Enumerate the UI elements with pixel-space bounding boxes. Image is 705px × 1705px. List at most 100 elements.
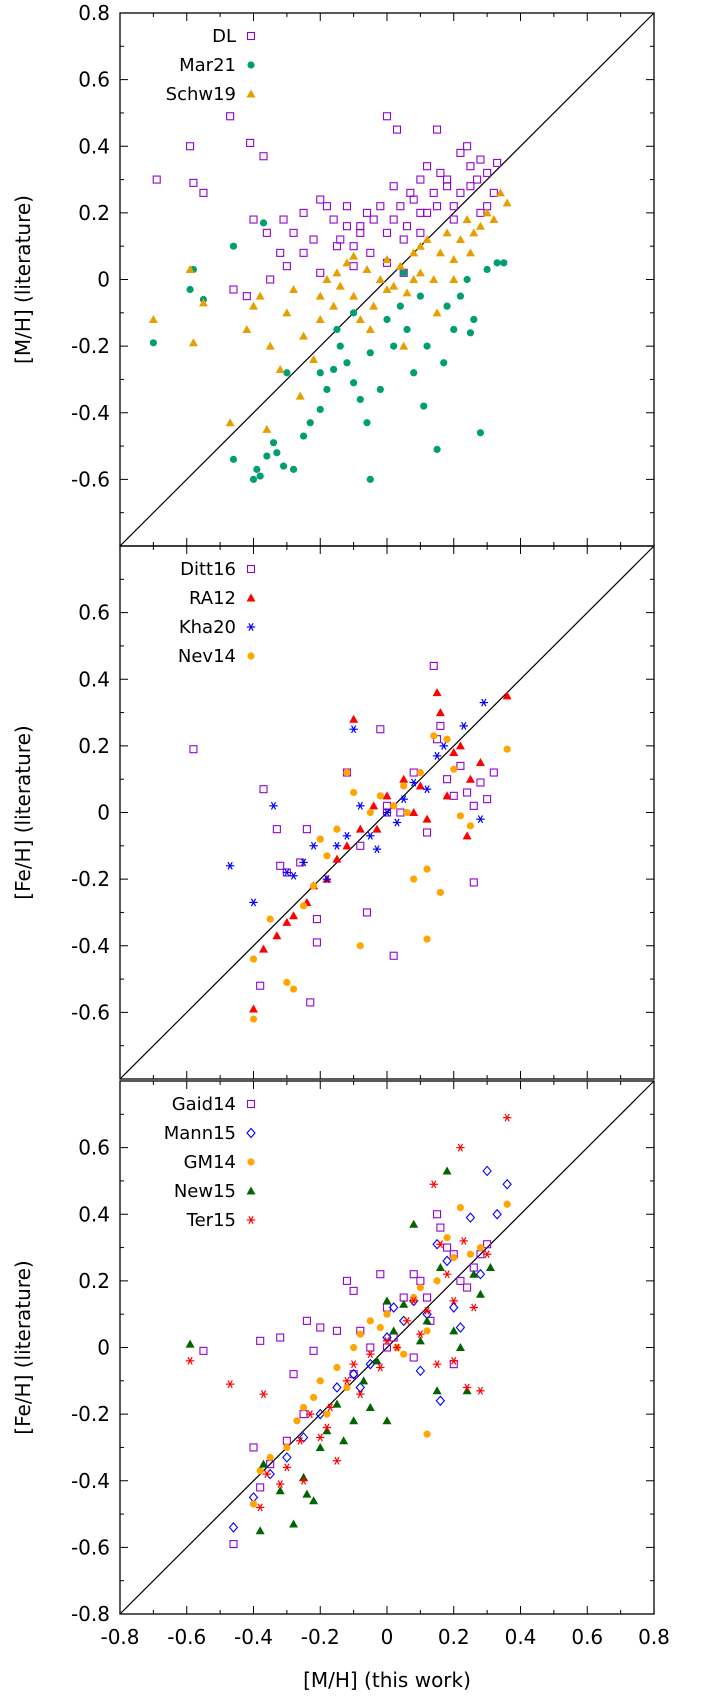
data-point xyxy=(495,188,505,197)
y-tick-label: 0 xyxy=(97,801,110,825)
data-point xyxy=(356,1330,364,1338)
data-point xyxy=(282,868,292,877)
legend-marker xyxy=(246,1127,256,1139)
identity-line xyxy=(119,1080,655,1615)
data-point xyxy=(463,142,472,151)
data-point xyxy=(429,275,439,283)
data-point xyxy=(399,774,409,783)
data-point xyxy=(349,714,359,723)
data-point xyxy=(466,329,475,337)
data-point xyxy=(316,1323,325,1332)
data-point xyxy=(476,1386,485,1395)
y-tick-label: 0.2 xyxy=(78,1269,110,1293)
data-point xyxy=(502,1113,512,1122)
data-point xyxy=(376,1270,385,1279)
series-gm14 xyxy=(249,1200,511,1508)
data-point xyxy=(466,162,475,171)
data-point xyxy=(409,768,418,777)
data-point xyxy=(423,935,431,943)
data-point xyxy=(443,182,452,191)
data-point xyxy=(392,818,402,827)
data-point xyxy=(436,721,445,730)
data-point xyxy=(366,808,374,817)
data-point xyxy=(476,1243,485,1252)
data-point xyxy=(476,155,485,164)
data-point xyxy=(463,788,472,797)
data-point xyxy=(436,888,444,897)
legend-label: Schw19 xyxy=(166,84,236,105)
data-point xyxy=(296,1436,305,1445)
y-tick-label: -0.6 xyxy=(71,1000,110,1024)
data-point xyxy=(493,158,502,167)
data-point xyxy=(388,1302,399,1313)
data-point xyxy=(336,342,344,350)
data-point xyxy=(493,259,501,267)
data-point xyxy=(152,175,161,184)
data-point xyxy=(432,1386,442,1395)
y-tick-label: 0 xyxy=(97,1336,110,1360)
data-point xyxy=(372,824,382,833)
legend-label: Mar21 xyxy=(179,55,236,76)
axis-ticks xyxy=(119,1080,655,1615)
data-point xyxy=(456,188,465,197)
data-point xyxy=(442,791,452,800)
data-point xyxy=(416,1276,425,1285)
data-point xyxy=(349,251,359,260)
data-point xyxy=(476,429,485,437)
data-point xyxy=(249,1443,258,1452)
y-tick-label: 0.4 xyxy=(78,667,110,691)
data-point xyxy=(372,1356,382,1365)
data-point xyxy=(449,1296,458,1305)
data-point xyxy=(356,801,365,810)
data-point xyxy=(275,1486,285,1495)
legend-marker xyxy=(246,31,256,41)
identity-line xyxy=(119,12,655,547)
data-point xyxy=(399,1299,409,1308)
data-point xyxy=(409,1219,419,1228)
legend: Ditt16 RA12 Kha20 Nev14 xyxy=(178,559,256,667)
data-point xyxy=(369,801,379,810)
data-point xyxy=(256,981,265,990)
data-point xyxy=(348,1368,359,1380)
data-point xyxy=(282,308,292,317)
y-tick-label: 0.6 xyxy=(78,1136,110,1160)
data-point xyxy=(470,315,478,324)
data-point xyxy=(356,841,365,850)
data-point xyxy=(442,1270,452,1279)
data-point xyxy=(356,1390,365,1399)
data-point xyxy=(409,1296,418,1305)
series-new15 xyxy=(185,1166,495,1535)
series-schw19 xyxy=(148,188,512,433)
data-point xyxy=(246,138,255,147)
data-point xyxy=(415,268,425,277)
data-point xyxy=(362,908,372,917)
data-point xyxy=(466,822,475,830)
legend-marker xyxy=(246,89,256,98)
data-point xyxy=(333,825,341,833)
data-point xyxy=(225,861,235,870)
data-point xyxy=(249,215,258,224)
data-point xyxy=(333,1363,341,1372)
data-point xyxy=(349,725,358,734)
data-point xyxy=(456,1143,465,1152)
data-point xyxy=(502,198,512,207)
data-point xyxy=(322,875,332,884)
data-point xyxy=(255,291,265,300)
data-point xyxy=(309,1346,318,1355)
data-point xyxy=(189,178,198,187)
y-tick-label: 0.6 xyxy=(78,68,110,92)
data-point xyxy=(366,475,374,483)
data-point xyxy=(295,391,305,400)
data-point xyxy=(449,202,458,211)
data-point xyxy=(249,475,258,483)
data-point xyxy=(469,801,478,810)
data-point xyxy=(283,1443,291,1452)
data-point xyxy=(259,1459,269,1468)
data-point xyxy=(366,1350,375,1359)
y-tick-label: -0.4 xyxy=(71,1469,110,1493)
data-point xyxy=(410,875,418,883)
data-point xyxy=(389,182,398,191)
data-point xyxy=(306,419,314,427)
data-point xyxy=(396,302,404,310)
x-axis-label: [M/H] (this work) xyxy=(303,1668,471,1692)
